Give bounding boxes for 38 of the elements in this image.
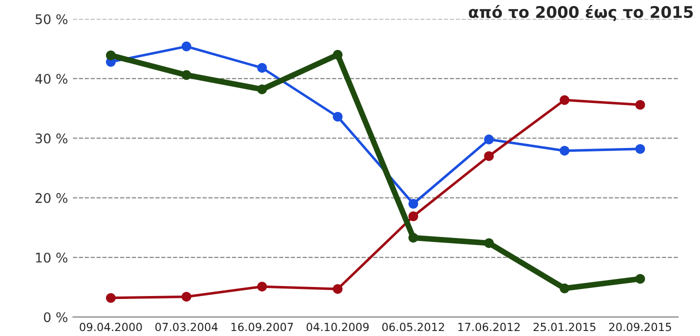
x-tick-label: 09.04.2000 (80, 322, 142, 332)
point (560, 284, 570, 294)
point (484, 134, 494, 144)
point (635, 144, 646, 154)
x-tick-label: 16.09.2007 (231, 322, 293, 332)
point (182, 70, 192, 80)
point (182, 292, 192, 302)
x-tick-label: 25.01.2015 (534, 322, 596, 332)
y-tick-label: 0 % (44, 312, 68, 322)
point (635, 274, 646, 284)
point (332, 284, 343, 294)
point (484, 151, 494, 161)
y-tick-label: 30 % (36, 133, 68, 144)
point (106, 293, 116, 303)
x-tick-label: 20.09.2015 (609, 322, 672, 332)
x-tick-label: 06.05.2012 (382, 322, 444, 332)
point (106, 50, 116, 60)
point (635, 100, 646, 110)
point (332, 50, 343, 60)
point (182, 42, 192, 52)
x-tick-label: 17.06.2012 (458, 322, 520, 332)
point (408, 198, 418, 209)
point (408, 211, 418, 222)
y-tick-label: 40 % (35, 74, 68, 84)
point (560, 146, 570, 156)
x-tick-label: 04.10.2009 (306, 322, 369, 332)
x-tick-label: 07.03.2004 (155, 322, 218, 332)
chart-title: από το 2000 έως το 2015 (468, 5, 693, 22)
point (408, 232, 418, 243)
y-tick-label: 20 % (36, 193, 68, 203)
point (257, 63, 267, 73)
y-tick-label: 50 % (36, 14, 68, 24)
point (332, 112, 343, 122)
point (560, 95, 570, 105)
y-tick-label: 10 % (36, 252, 68, 263)
point (484, 238, 494, 248)
point (257, 84, 267, 94)
point (257, 282, 267, 292)
